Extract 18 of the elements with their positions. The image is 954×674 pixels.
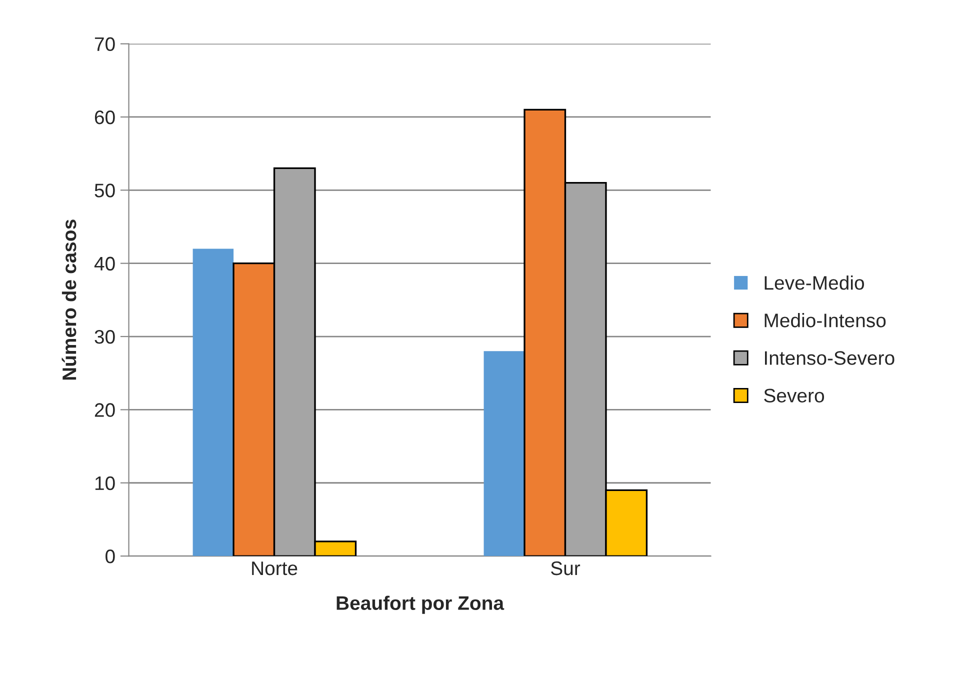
y-axis-title: Número de casos — [62, 220, 76, 380]
y-tick-label: 70 — [94, 37, 115, 52]
legend-label: Severo — [764, 388, 824, 402]
legend-label: Intenso-Severo — [765, 351, 894, 365]
legend-label: Leve-Medio — [764, 275, 864, 290]
x-tick-label: Sur — [551, 561, 580, 576]
y-tick-label: 20 — [94, 403, 115, 417]
legend-label: Medio-Intenso — [764, 313, 886, 328]
y-tick-label: 10 — [95, 476, 115, 490]
bar — [192, 248, 234, 556]
y-tick-label: 40 — [94, 256, 115, 271]
y-tick-label: 0 — [106, 550, 115, 564]
bar — [484, 351, 525, 556]
y-tick-label: 50 — [94, 184, 115, 198]
x-tick-label: Norte — [252, 562, 298, 576]
y-tick-label: 60 — [94, 110, 115, 124]
x-axis-title: Beaufort por Zona — [336, 596, 504, 614]
y-tick-label: 30 — [94, 330, 115, 344]
